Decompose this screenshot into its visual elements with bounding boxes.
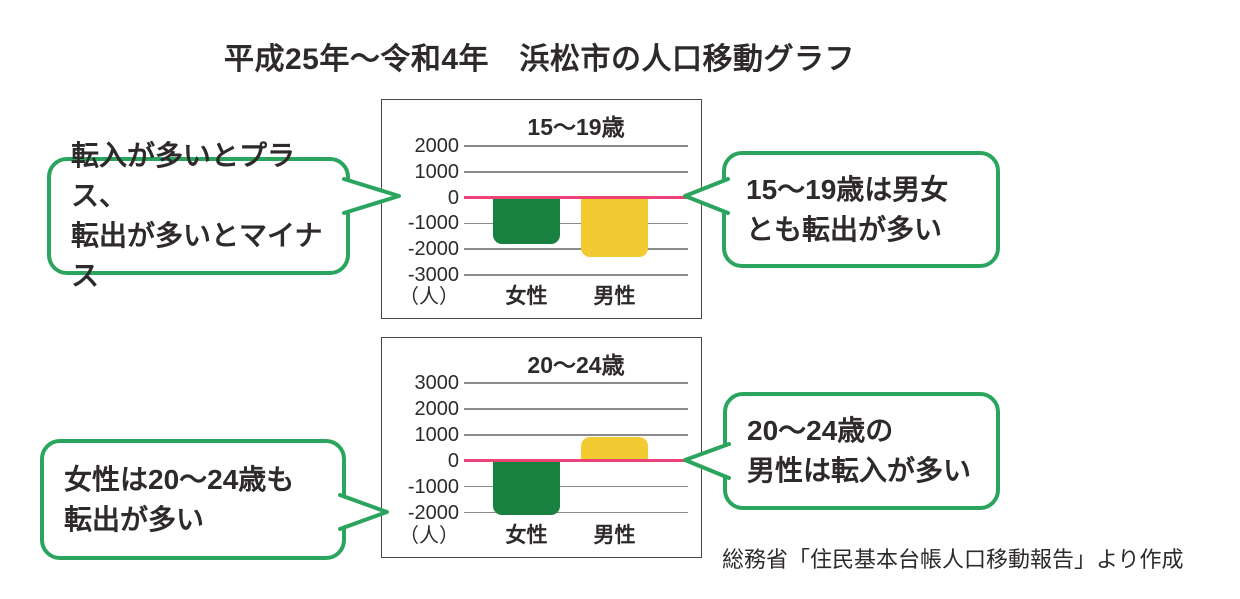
y-tick-label: -1000	[407, 212, 459, 235]
y-tick-label: -2000	[407, 501, 459, 524]
unit-label: （人）	[399, 286, 459, 308]
category-label: 女性	[505, 285, 548, 308]
y-tick-label: 0	[447, 186, 459, 209]
callout-tail-right-arrow	[338, 493, 389, 531]
chart-age-15-19: 15〜19歳 2000 1000 0 -1000 -2000 -3000 女性 男性 （人）	[381, 99, 702, 319]
category-label: 女性	[505, 524, 548, 547]
gridline	[464, 222, 688, 225]
zero-axis-line	[464, 459, 690, 463]
gridline	[464, 511, 688, 514]
callout-male-20s-note: 20〜24歳の 男性は転入が多い	[723, 392, 1000, 510]
y-tick-label: 3000	[414, 372, 460, 394]
chart-age-20-24: 20〜24歳 3000 2000 1000 0 -1000 -2000 女性 男性 （人）	[381, 337, 702, 558]
callout-text-line: 15〜19歳は男女	[746, 173, 949, 205]
callout-text-line: 転出が多い	[64, 503, 205, 535]
zero-axis-line	[464, 196, 690, 200]
male-bar	[581, 197, 648, 257]
source-note: 総務省「住民基本台帳人口移動報告」より作成	[722, 547, 1184, 572]
y-tick-label: 0	[447, 449, 459, 472]
gridline	[464, 248, 688, 250]
gridline	[464, 145, 688, 147]
callout-text-line: とも転出が多い	[746, 213, 943, 245]
callout-text-line: 男性は転入が多い	[747, 455, 972, 486]
callout-text-line: 転出が多いとマイナス	[71, 220, 323, 291]
male-bar	[581, 437, 648, 461]
y-tick-label: -1000	[407, 475, 459, 498]
callout-text-line: 女性は20〜24歳も	[64, 463, 295, 495]
y-tick-label: 2000	[414, 397, 460, 420]
callout-teens-note: 15〜19歳は男女 とも転出が多い	[722, 151, 1000, 268]
y-tick-label: -2000	[407, 238, 459, 261]
female-bar	[493, 460, 560, 516]
gridline	[464, 382, 688, 384]
gridline	[464, 408, 688, 410]
page-title: 平成25年〜令和4年 浜松市の人口移動グラフ	[224, 43, 856, 76]
chart-age-title: 15〜19歳	[527, 114, 625, 140]
chart-age-title: 20〜24歳	[527, 352, 625, 378]
gridline	[464, 171, 688, 173]
callout-text-line: 転入が多いとプラス、	[71, 140, 296, 211]
gridline	[464, 434, 688, 436]
unit-label: （人）	[399, 525, 459, 547]
female-bar	[493, 197, 560, 245]
callout-female-20s-note: 女性は20〜24歳も 転出が多い	[40, 439, 346, 560]
y-tick-label: 1000	[414, 160, 460, 183]
callout-tail-right-arrow	[342, 177, 401, 215]
y-tick-label: 2000	[414, 135, 460, 157]
callout-tail-left-arrow	[683, 442, 731, 480]
y-tick-label: 1000	[414, 423, 460, 446]
gridline	[464, 274, 688, 276]
category-label: 男性	[593, 285, 636, 308]
y-tick-label: -3000	[407, 264, 459, 286]
callout-axis-explainer: 転入が多いとプラス、 転出が多いとマイナス	[47, 140, 350, 291]
callout-tail-left-arrow	[683, 177, 730, 215]
category-label: 男性	[593, 524, 636, 547]
gridline	[464, 485, 688, 488]
callout-text-line: 20〜24歳の	[747, 415, 894, 446]
